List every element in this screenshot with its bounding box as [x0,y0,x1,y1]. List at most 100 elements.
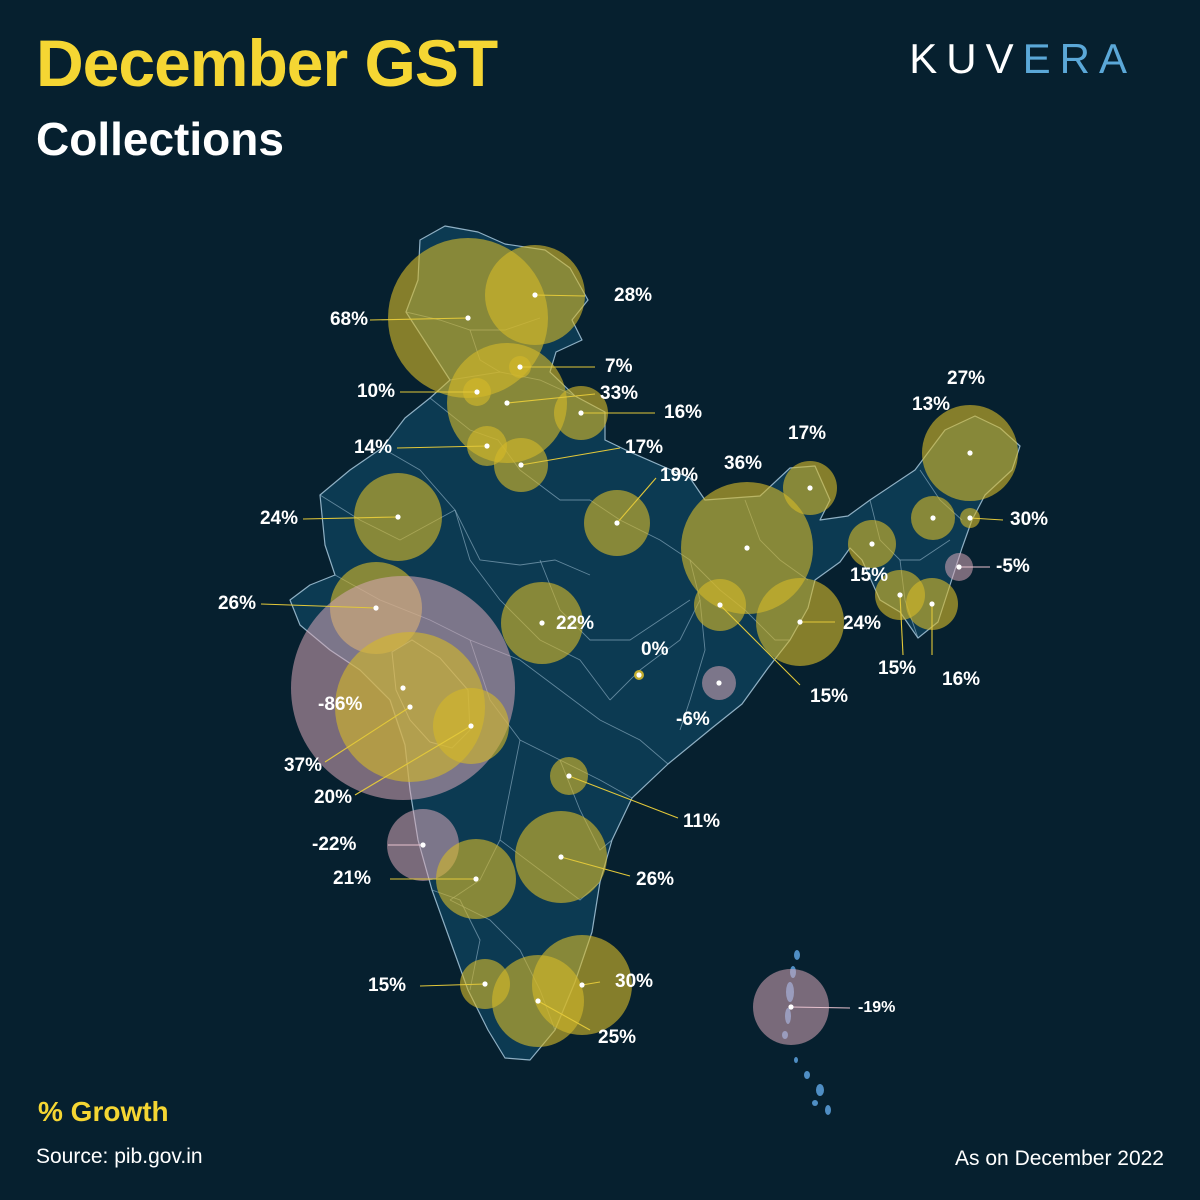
growth-label-9: 24% [260,508,298,529]
bubble-center-dot-16 [869,541,875,547]
growth-label-16: 15% [850,565,888,586]
bubble-center-dot-14 [967,515,973,521]
bubble-center-dot-10 [744,545,750,551]
leader-line-26 [324,706,411,763]
bubble-center-dot-22 [717,602,723,608]
bubble-center-dot-0 [465,315,471,321]
bubble-center-dot-4 [504,400,510,406]
growth-label-33: 30% [615,971,653,992]
growth-label-2: 7% [605,356,633,377]
bubble-center-dot-11 [807,485,813,491]
leader-line-6 [396,445,488,449]
bubble-center-dot-25 [400,685,406,691]
leader-line-4 [506,393,596,404]
bubble-center-dot-18 [929,601,935,607]
bubble-center-dot-7 [518,462,524,468]
leader-line-17 [899,594,904,656]
bubble-center-dot-23 [636,672,642,678]
growth-label-22: 15% [810,686,848,707]
leader-line-1 [534,294,586,297]
growth-label-30: 21% [333,868,371,889]
growth-label-31: 26% [636,869,674,890]
growth-label-21: 24% [843,613,881,634]
bubble-center-dot-5 [578,410,584,416]
growth-label-3: 10% [357,381,395,402]
growth-label-8: 19% [660,465,698,486]
growth-label-29: -22% [312,834,356,855]
bubble-center-dot-2 [517,364,523,370]
growth-label-4: 33% [600,383,638,404]
growth-label-13: 13% [912,394,950,415]
bubble-center-dot-17 [897,592,903,598]
as-of-date: As on December 2022 [955,1147,1164,1170]
leader-line-31 [560,856,631,877]
growth-label-11: 17% [788,423,826,444]
growth-label-7: 17% [625,437,663,458]
growth-label-15: -5% [996,556,1030,577]
bubble-center-dot-31 [558,854,564,860]
source-note: Source: pib.gov.in [36,1145,203,1168]
bubble-center-dot-6 [484,443,490,449]
growth-label-0: 68% [330,309,368,330]
growth-label-32: 15% [368,975,406,996]
page-title: December GST [36,26,498,100]
growth-label-10: 36% [724,453,762,474]
bubble-center-dot-15 [956,564,962,570]
bubble-center-dot-32 [482,981,488,987]
leader-line-32 [419,983,486,987]
leader-line-7 [520,447,621,466]
growth-label-28: 11% [683,811,720,832]
bubble-center-dot-26 [407,704,413,710]
growth-label-27: 20% [314,787,352,808]
growth-label-12: 27% [947,368,985,389]
growth-label-17: 15% [878,658,916,679]
growth-label-25: -86% [318,694,362,715]
bubble-center-dot-12 [967,450,973,456]
growth-labels: 68% 28% 7% 10% 33% 16% 14% 17% 19% 24% 36% 17% 27% 13… [218,285,1048,1048]
page-subtitle: Collections [36,113,284,165]
bubble-center-dot-29 [420,842,426,848]
growth-label-6: 14% [354,437,392,458]
bubble-center-dot-27 [468,723,474,729]
leader-line-8 [616,477,657,524]
bubble-center-dot-34 [535,998,541,1004]
bubble-center-dots [373,292,973,1010]
bubble-center-dot-8 [614,520,620,526]
leader-line-19 [260,603,377,609]
kuvera-logo: KUVERA [909,38,1136,80]
bubble-center-dot-33 [579,982,585,988]
bubble-center-dot-13 [930,515,936,521]
growth-label-26: 37% [284,755,322,776]
growth-label-20: 22% [556,613,594,634]
bubble-center-dot-21 [797,619,803,625]
growth-label-14: 30% [1010,509,1048,530]
leader-line-35 [790,1006,851,1009]
leader-line-22 [719,604,801,686]
leader-line-14 [969,517,1004,521]
leader-line-28 [568,775,679,819]
growth-label-5: 16% [664,402,702,423]
bubble-center-dot-30 [473,876,479,882]
growth-label-1: 28% [614,285,652,306]
growth-label-34: 25% [598,1027,636,1048]
leader-line-27 [354,725,472,796]
growth-label-24: -6% [676,709,710,730]
bubble-center-dot-9 [395,514,401,520]
logo-text-main: KUV [909,35,1023,82]
leader-line-34 [537,1000,591,1031]
logo-text-accent: ERA [1022,35,1136,82]
bubble-center-dot-28 [566,773,572,779]
growth-label-23: 0% [641,639,669,660]
bubble-center-dot-20 [539,620,545,626]
leader-line-33 [581,981,601,986]
label-leader-lines [260,294,1004,1031]
bubble-center-dot-24 [716,680,722,686]
growth-label-18: 16% [942,669,980,690]
leader-line-0 [369,317,469,321]
growth-label-19: 26% [218,593,256,614]
bubble-center-dot-19 [373,605,379,611]
bubble-center-dot-35 [788,1004,794,1010]
leader-line-9 [302,516,399,520]
bubble-center-dot-3 [474,389,480,395]
